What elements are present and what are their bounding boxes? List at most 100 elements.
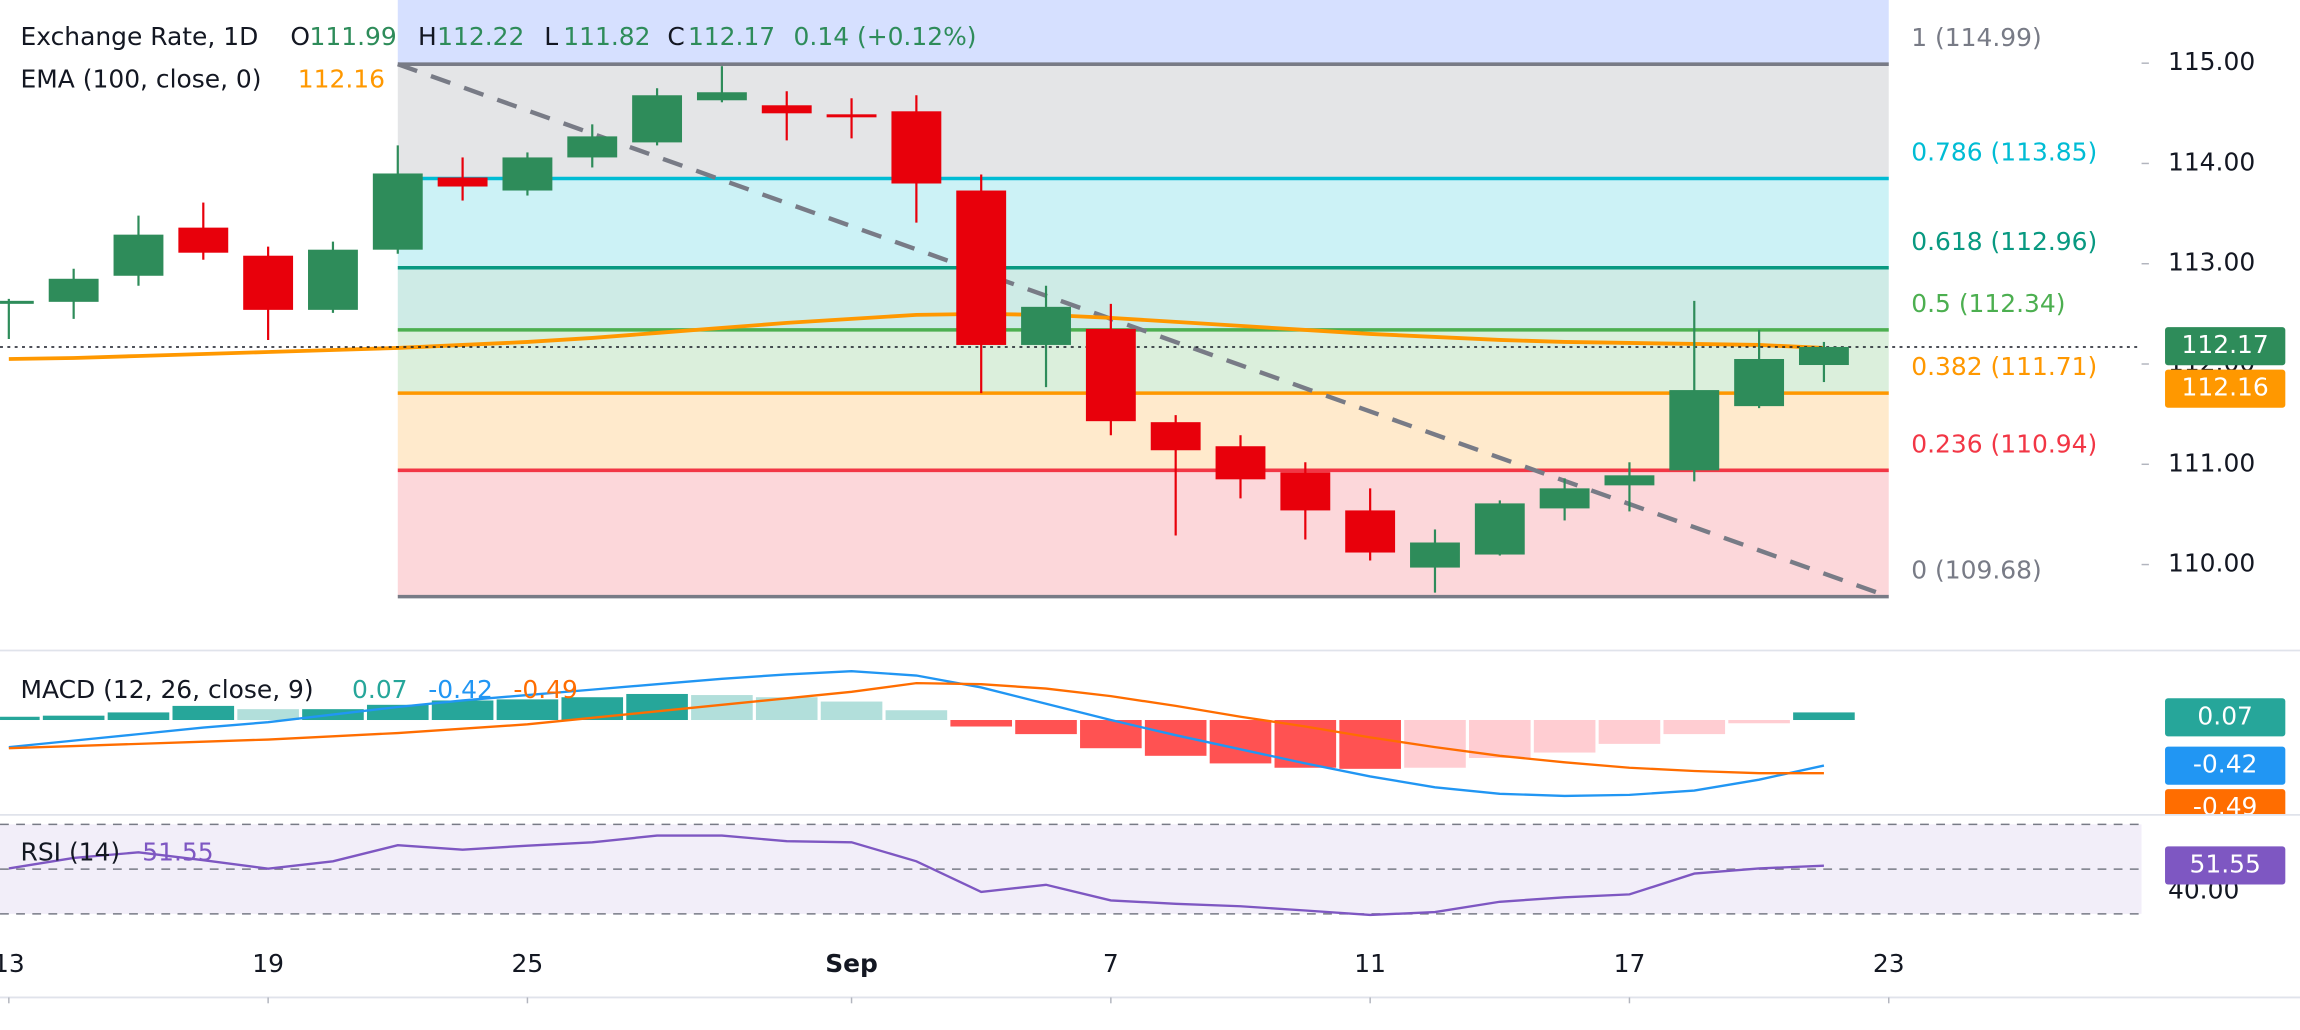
macd-line-label-box xyxy=(2165,746,2286,785)
ema-line xyxy=(8,311,1825,361)
macd-histogram-bar xyxy=(1144,720,1207,756)
ohlc-key: L xyxy=(544,22,558,51)
candle-body xyxy=(1410,542,1460,568)
ohlc-value: 111.82 xyxy=(563,22,650,51)
y-tick-label: 113.00 xyxy=(2168,248,2255,277)
candle-body xyxy=(891,111,942,184)
macd-histogram-bar xyxy=(1209,720,1272,764)
macd-histogram-bar xyxy=(1533,720,1596,753)
macd-histogram-bar xyxy=(885,710,948,721)
y-tick-label: 111.00 xyxy=(2168,448,2255,477)
fib-top-band xyxy=(397,0,1889,65)
macd-hist-label-box xyxy=(2165,698,2286,737)
macd-legend-value: -0.42 xyxy=(428,675,492,704)
rsi-label-box xyxy=(2165,846,2286,885)
x-tick-label: 13 xyxy=(0,949,25,978)
candle-body xyxy=(1798,346,1849,366)
trendline xyxy=(397,62,1890,599)
macd-histogram-bar xyxy=(1468,720,1531,758)
x-tick-label: 19 xyxy=(252,949,284,978)
rsi-label: 51.55 xyxy=(2189,849,2260,878)
rsi-legend-value: 51.55 xyxy=(142,838,213,867)
macd-histogram-bar xyxy=(755,697,818,721)
x-tick-label: 17 xyxy=(1614,949,1646,978)
y-tick-label: 115.00 xyxy=(2168,47,2255,76)
x-tick-label: 23 xyxy=(1873,949,1905,978)
macd-legend-value: -0.49 xyxy=(513,675,577,704)
ohlc-key: O xyxy=(290,22,310,51)
macd-histogram-bar xyxy=(496,699,559,721)
ohlc-key: C xyxy=(667,22,684,51)
candle-body xyxy=(696,92,747,101)
candle-body xyxy=(1150,422,1201,451)
macd-histogram-bar xyxy=(1015,720,1077,735)
macd-histogram-bar xyxy=(820,701,883,721)
candle-body xyxy=(826,114,877,118)
candle-body xyxy=(1669,390,1720,471)
macd-histogram-bar xyxy=(1728,720,1790,724)
y-tick-label: 114.00 xyxy=(2168,147,2255,176)
macd-histogram-bar xyxy=(237,709,299,721)
macd-histogram-bar xyxy=(0,716,40,721)
macd-histogram-bar xyxy=(626,693,688,721)
candle-body xyxy=(1021,306,1071,345)
ohlc-value: 111.99 xyxy=(310,22,397,51)
macd-histogram-bar xyxy=(42,715,105,721)
chart-title: Exchange Rate, 1D xyxy=(21,22,259,51)
macd-histogram-bar xyxy=(561,697,624,721)
macd-signal-label: -0.49 xyxy=(2193,792,2257,821)
fib-level-label: 0.236 (110.94) xyxy=(1911,429,2097,458)
ohlc-value: 112.17 xyxy=(688,22,775,51)
main-pane xyxy=(0,0,2142,599)
fib-level-label: 0 (109.68) xyxy=(1911,556,2041,585)
macd-histogram-bar xyxy=(1339,720,1401,769)
ohlc-value: 112.22 xyxy=(437,22,524,51)
macd-pane: -0.49 xyxy=(0,670,2286,821)
macd-signal-label-box xyxy=(2165,789,2286,815)
macd-line xyxy=(8,670,1825,798)
macd-histogram-bar xyxy=(1663,720,1726,735)
candle-body xyxy=(956,190,1007,345)
candle-body xyxy=(1604,475,1655,486)
fib-level-label: 0.382 (111.71) xyxy=(1911,352,2097,381)
ema-price-label: 112.16 xyxy=(2182,373,2269,402)
candle-body xyxy=(632,95,683,143)
macd-histogram-bar xyxy=(1793,712,1855,721)
macd-histogram-bar xyxy=(431,700,494,721)
candle-body xyxy=(1734,358,1785,407)
candle-body xyxy=(243,255,294,310)
candle-body xyxy=(178,227,229,253)
fib-level-label: 1 (114.99) xyxy=(1911,23,2041,52)
x-tick-label: 7 xyxy=(1103,949,1119,978)
ema-legend-value: 112.16 xyxy=(298,65,385,94)
macd-histogram-bar xyxy=(1598,720,1661,744)
fib-zone xyxy=(397,393,1889,471)
rsi-pane xyxy=(0,823,2142,917)
candle-body xyxy=(1474,503,1525,555)
macd-legend: MACD (12, 26, close, 9) xyxy=(21,675,314,704)
candle-body xyxy=(48,278,99,302)
macd-histogram-bar xyxy=(107,712,170,721)
fib-zone xyxy=(397,470,1889,597)
candle-body xyxy=(437,177,488,187)
ema-legend: EMA (100, close, 0) xyxy=(21,65,262,94)
candle-body xyxy=(1215,446,1266,480)
candle-body xyxy=(372,173,423,250)
fib-zone xyxy=(397,329,1889,394)
rsi-legend: RSI (14) xyxy=(21,838,121,867)
candle-body xyxy=(113,234,164,276)
change-value: 0.14 (+0.12%) xyxy=(794,22,977,51)
candle-body xyxy=(761,105,812,114)
x-tick-label: 11 xyxy=(1354,949,1386,978)
ema-price-label-box xyxy=(2165,369,2286,408)
fib-level-label: 0.5 (112.34) xyxy=(1911,289,2065,318)
last-price-label-box xyxy=(2165,327,2286,366)
macd-legend-value: 0.07 xyxy=(352,675,407,704)
x-tick-label: 25 xyxy=(512,949,544,978)
last-price-label: 112.17 xyxy=(2182,330,2269,359)
candle-body xyxy=(1539,488,1590,509)
fib-level-label: 0.618 (112.96) xyxy=(1911,227,2097,256)
macd-line-label: -0.42 xyxy=(2193,750,2257,779)
